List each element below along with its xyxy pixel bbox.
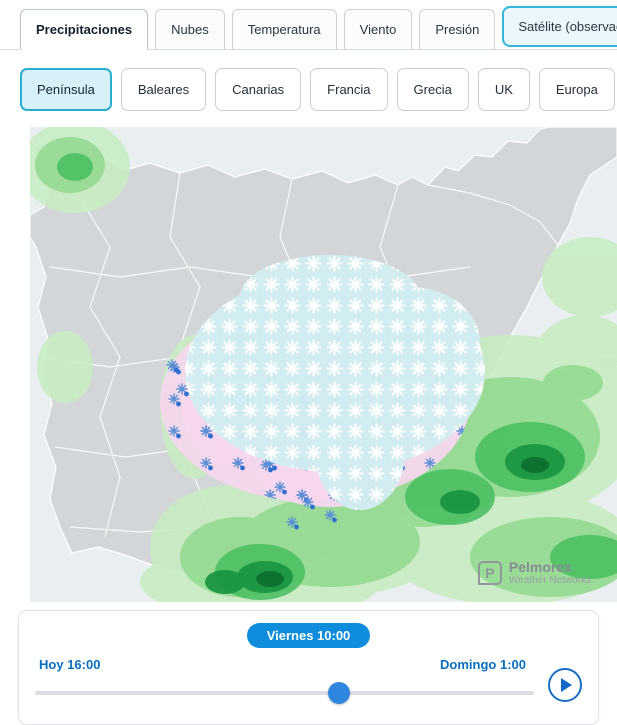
region-buttons: Península Baleares Canarias Francia Grec… [0,50,617,111]
region-canarias[interactable]: Canarias [215,68,302,111]
map-type-tabs: Precipitaciones Nubes Temperatura Viento… [0,0,617,50]
watermark-sub: Weather Networks [508,575,591,586]
region-grecia[interactable]: Grecia [396,68,469,111]
region-francia[interactable]: Francia [310,68,388,111]
current-time-badge: Viernes 10:00 [246,623,371,648]
region-europa[interactable]: Europa [538,68,615,111]
play-button[interactable] [548,668,582,702]
time-slider[interactable] [35,680,534,706]
watermark-brand: Pelmorex [508,558,572,575]
tab-satelite[interactable]: Satélite (observación) [502,6,617,47]
tab-nubes[interactable]: Nubes [155,9,225,50]
tab-precipitaciones[interactable]: Precipitaciones [20,9,149,50]
tab-viento[interactable]: Viento [343,9,413,50]
weather-map[interactable]: P Pelmorex Weather Networks [30,127,617,602]
region-baleares[interactable]: Baleares [120,68,207,111]
tab-presion[interactable]: Presión [419,9,496,50]
play-icon [561,678,572,692]
region-uk[interactable]: UK [477,68,530,111]
slider-thumb[interactable] [328,682,351,704]
region-peninsula[interactable]: Península [20,68,112,111]
tab-temperatura[interactable]: Temperatura [231,9,337,50]
timeline-panel: Viernes 10:00 Hoy 16:00 Domingo 1:00 [18,610,599,725]
slider-track[interactable] [35,691,534,695]
timeline-start-label: Hoy 16:00 [39,657,101,672]
timeline-end-label: Domingo 1:00 [440,657,526,672]
pelmorex-watermark: P Pelmorex Weather Networks [477,558,591,586]
pelmorex-logo-icon: P [477,560,502,585]
precipitation-map-canvas [30,127,617,602]
